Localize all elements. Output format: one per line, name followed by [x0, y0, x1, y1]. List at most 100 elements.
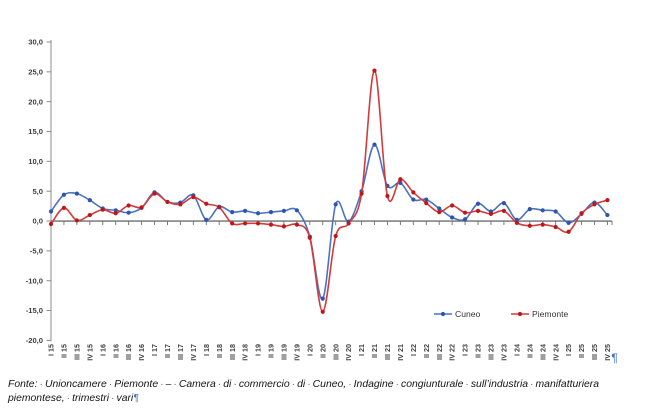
legend-item-piemonte: Piemonte	[511, 309, 569, 319]
series-cuneo-marker-III 18	[230, 209, 235, 215]
x-axis-tick-label: III 18	[228, 344, 237, 360]
series-cuneo-marker-II 23	[475, 201, 481, 206]
y-axis-tick-label: 10,0	[28, 157, 43, 166]
source-caption: Fonte: · Unioncamere · Piemonte · – · Camera · di ·…	[8, 378, 654, 407]
x-axis-tick-label: I 25	[564, 344, 573, 356]
x-axis-tick-label: IV 25	[603, 344, 612, 361]
caption-word: congiunturale	[401, 379, 464, 390]
x-axis-tick-label: IV 21	[396, 344, 405, 361]
x-axis-tick-label: I 23	[461, 344, 470, 356]
series-piemonte-marker-III 19	[281, 224, 287, 229]
series-piemonte-marker-II 19	[268, 222, 274, 227]
x-axis-tick-label: IV 24	[551, 344, 560, 361]
x-axis-tick-label: II 19	[267, 344, 276, 358]
y-axis-tick-label: -20,0	[26, 336, 43, 345]
series-cuneo-marker-II 20	[320, 296, 325, 301]
caption-word: –	[165, 379, 172, 390]
series-cuneo-marker-II 21	[372, 142, 377, 147]
line-chart[interactable]: 30,0 25,0 20,0 15,0 10,0 5,0 0,0 -5,0 -10,0 -15,0…	[0, 0, 658, 376]
series-cuneo-marker-IV 19	[294, 208, 299, 213]
x-axis-tick-label: IV 23	[500, 344, 509, 361]
series-piemonte-marker-I 25	[566, 229, 571, 234]
series-piemonte-marker-I 20	[307, 235, 312, 240]
y-axis-tick-label: -10,0	[26, 276, 43, 285]
series-piemonte-marker-III 22	[437, 209, 442, 215]
x-axis-tick-label: II 16	[111, 344, 120, 358]
x-axis-tick-label: III 25	[590, 344, 599, 360]
series-piemonte-marker-III 24	[540, 222, 545, 227]
series-cuneo-marker-IV 22	[450, 215, 455, 220]
series-piemonte-marker-II 16	[113, 211, 118, 216]
x-axis-tick-label: IV 19	[292, 344, 301, 361]
series-piemonte-marker-III 23	[488, 211, 494, 216]
caption-word: Fonte:	[8, 379, 38, 390]
x-axis-tick-label: II 23	[474, 344, 483, 358]
x-axis-tick-label: I 17	[150, 344, 159, 356]
series-cuneo-marker-I 22	[411, 197, 416, 202]
pilcrow-mark: ¶	[133, 393, 139, 405]
series-piemonte-marker-II 15	[61, 205, 67, 211]
y-axis-tick-label: -5,0	[30, 246, 43, 255]
caption-word: Camera	[178, 379, 216, 390]
x-axis-tick-label: III 24	[538, 344, 547, 360]
x-axis-tick-label: III 15	[72, 344, 81, 360]
x-axis-tick-label: III 20	[331, 344, 340, 360]
series-piemonte-marker-IV 17	[191, 195, 196, 200]
series-piemonte-marker-III 15	[74, 218, 79, 223]
series-piemonte-marker-I 16	[100, 207, 105, 212]
series-cuneo-marker-II 24	[527, 207, 532, 212]
series-piemonte-marker-IV 16	[139, 205, 144, 210]
caption-word: di	[223, 379, 232, 390]
x-axis-tick-label: IV 22	[448, 344, 457, 361]
caption-word: piemontese,	[8, 393, 65, 405]
series-cuneo-marker-II 22	[424, 197, 429, 202]
x-axis-tick-label: III 17	[176, 344, 185, 360]
caption-word: commercio	[238, 379, 290, 390]
caption-word: sull’industria	[470, 379, 529, 390]
x-axis-tick-label: I 22	[409, 344, 418, 356]
series-piemonte-marker-IV 25	[605, 198, 610, 203]
series-piemonte-marker-I 22	[411, 190, 416, 195]
space-formatting-mark: ·	[217, 379, 222, 390]
space-formatting-mark: ·	[307, 379, 311, 390]
legend-label: Piemonte	[532, 309, 569, 319]
series-cuneo-marker-IV 21	[398, 180, 403, 185]
series-piemonte-line	[50, 69, 609, 313]
x-axis	[50, 220, 613, 226]
space-formatting-mark: ·	[160, 379, 164, 390]
x-axis-tick-label: II 20	[318, 344, 327, 358]
series-piemonte-marker-IV 22	[450, 203, 455, 208]
y-axis-tick-label: 5,0	[32, 187, 43, 196]
x-axis-tick-label: II 18	[215, 344, 224, 358]
series-piemonte-marker-II 20	[320, 309, 325, 314]
x-axis-tick-label: IV 15	[85, 344, 94, 361]
caption-word: di	[297, 379, 306, 390]
series-cuneo-marker-III 15	[74, 191, 79, 196]
y-axis-tick-label: 25,0	[28, 67, 43, 76]
y-axis-tick-label: 15,0	[28, 127, 43, 136]
space-formatting-mark: ·	[173, 379, 177, 390]
caption-word: Cuneo,	[312, 379, 347, 390]
x-axis-tick-label: II 25	[577, 344, 586, 358]
series-cuneo-marker-IV 15	[87, 198, 92, 203]
x-axis-tick-label: IV 16	[137, 344, 146, 361]
pilcrow-mark-chart: ¶	[611, 351, 618, 365]
series-piemonte-marker-I 19	[255, 221, 261, 226]
x-axis-tick-label: III 22	[435, 344, 444, 360]
series-piemonte-marker-IV 24	[553, 224, 558, 230]
space-formatting-mark: ·	[39, 379, 43, 390]
series-cuneo-marker-III 22	[437, 206, 442, 211]
x-axis-tick-label: IV 20	[344, 344, 353, 361]
x-axis-tick-label: III 21	[383, 344, 392, 360]
space-formatting-mark: ·	[233, 379, 237, 390]
series-piemonte-marker-I 23	[462, 210, 468, 215]
space-formatting-mark: ·	[108, 379, 113, 390]
x-axis-tick-label: II 15	[60, 344, 69, 358]
series-cuneo-marker-IV 23	[501, 201, 506, 206]
series-piemonte-marker-I 15	[48, 221, 54, 227]
y-axis-tick-label: 0,0	[32, 217, 43, 226]
x-axis-tick-label: IV 18	[241, 344, 250, 361]
series-piemonte-marker-I 21	[359, 191, 364, 196]
series-piemonte-marker-IV 20	[346, 221, 351, 226]
legend: Cuneo Piemonte	[434, 309, 569, 319]
